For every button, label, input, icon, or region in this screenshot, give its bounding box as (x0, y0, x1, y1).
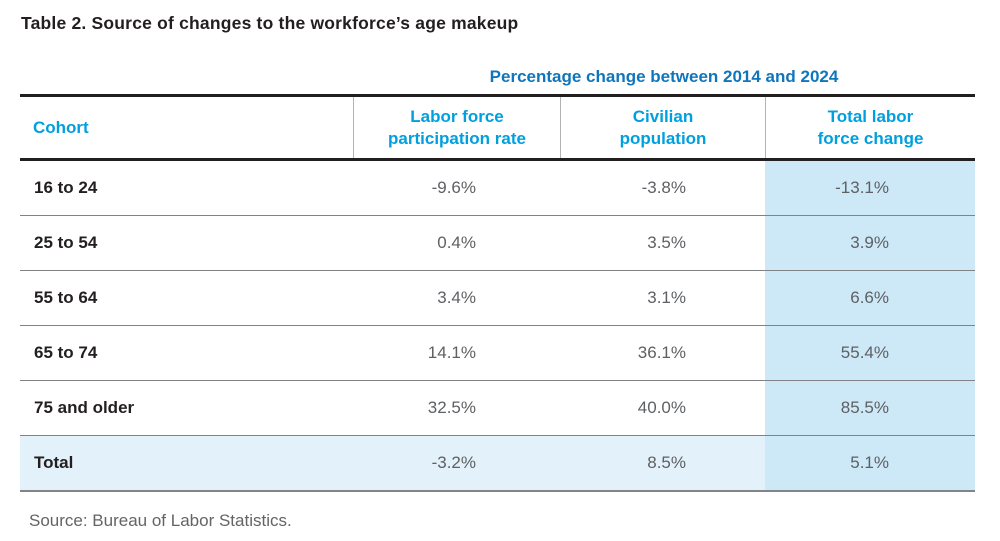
total-value-cell: 3.9% (765, 216, 975, 270)
civilian-value-cell: 36.1% (637, 343, 686, 362)
source-note: Source: Bureau of Labor Statistics. (29, 511, 292, 530)
column-header-cohort-label: Cohort (33, 117, 89, 137)
table-row: 25 to 54 0.4% 3.5% 3.9% (20, 215, 975, 270)
total-value-cell: 6.6% (765, 271, 975, 325)
column-header-civilian-line2: population (619, 128, 707, 148)
table-body: 16 to 24 -9.6% -3.8% -13.1% 25 to 54 0.4… (20, 161, 975, 492)
column-header-lfpr-line2: participation rate (388, 128, 526, 148)
lfpr-value-cell: 0.4% (437, 233, 476, 252)
table-row: 55 to 64 3.4% 3.1% 6.6% (20, 270, 975, 325)
data-table: Percentage change between 2014 and 2024 … (20, 60, 975, 492)
lfpr-value-cell: -3.2% (353, 436, 560, 490)
column-header-total: Total labor force change (765, 97, 975, 158)
span-header-row: Percentage change between 2014 and 2024 (20, 60, 975, 97)
column-header-lfpr: Labor force participation rate (353, 97, 560, 158)
column-header-lfpr-line1: Labor force (410, 106, 504, 126)
lfpr-value-cell: 3.4% (437, 288, 476, 307)
table-row: 65 to 74 14.1% 36.1% 55.4% (20, 325, 975, 380)
table-title: Table 2. Source of changes to the workfo… (21, 13, 519, 33)
span-header-spacer (20, 60, 353, 94)
table-row: 16 to 24 -9.6% -3.8% -13.1% (20, 161, 975, 215)
civilian-value-cell: 3.5% (647, 233, 686, 252)
lfpr-value-cell: 32.5% (427, 398, 476, 417)
cohort-cell: 25 to 54 (34, 233, 98, 252)
civilian-value-cell: 40.0% (637, 398, 686, 417)
lfpr-value-cell: 14.1% (427, 343, 476, 362)
lfpr-value-cell: -9.6% (431, 178, 476, 197)
civilian-value-cell: -3.8% (641, 178, 686, 197)
civilian-value-cell: 8.5% (560, 436, 765, 490)
column-header-row: Cohort Labor force participation rate Ci… (20, 97, 975, 161)
column-header-civilian-line1: Civilian (632, 106, 694, 126)
column-header-civilian: Civilian population (560, 97, 765, 158)
total-value-cell: 5.1% (765, 436, 975, 490)
column-header-total-line2: force change (817, 128, 924, 148)
total-value-cell: -13.1% (765, 161, 975, 215)
total-value-cell: 55.4% (765, 326, 975, 380)
column-header-cohort: Cohort (20, 97, 353, 158)
cohort-cell: 65 to 74 (34, 343, 98, 362)
civilian-value-cell: 3.1% (647, 288, 686, 307)
table-row: 75 and older 32.5% 40.0% 85.5% (20, 380, 975, 435)
table-row-total: Total -3.2% 8.5% 5.1% (20, 435, 975, 490)
span-header: Percentage change between 2014 and 2024 (489, 67, 839, 86)
cohort-cell: 55 to 64 (34, 288, 98, 307)
cohort-cell: 16 to 24 (34, 178, 98, 197)
total-value-cell: 85.5% (765, 381, 975, 435)
cohort-cell: 75 and older (34, 398, 135, 417)
cohort-cell: Total (20, 436, 353, 490)
column-header-total-line1: Total labor (827, 106, 914, 126)
